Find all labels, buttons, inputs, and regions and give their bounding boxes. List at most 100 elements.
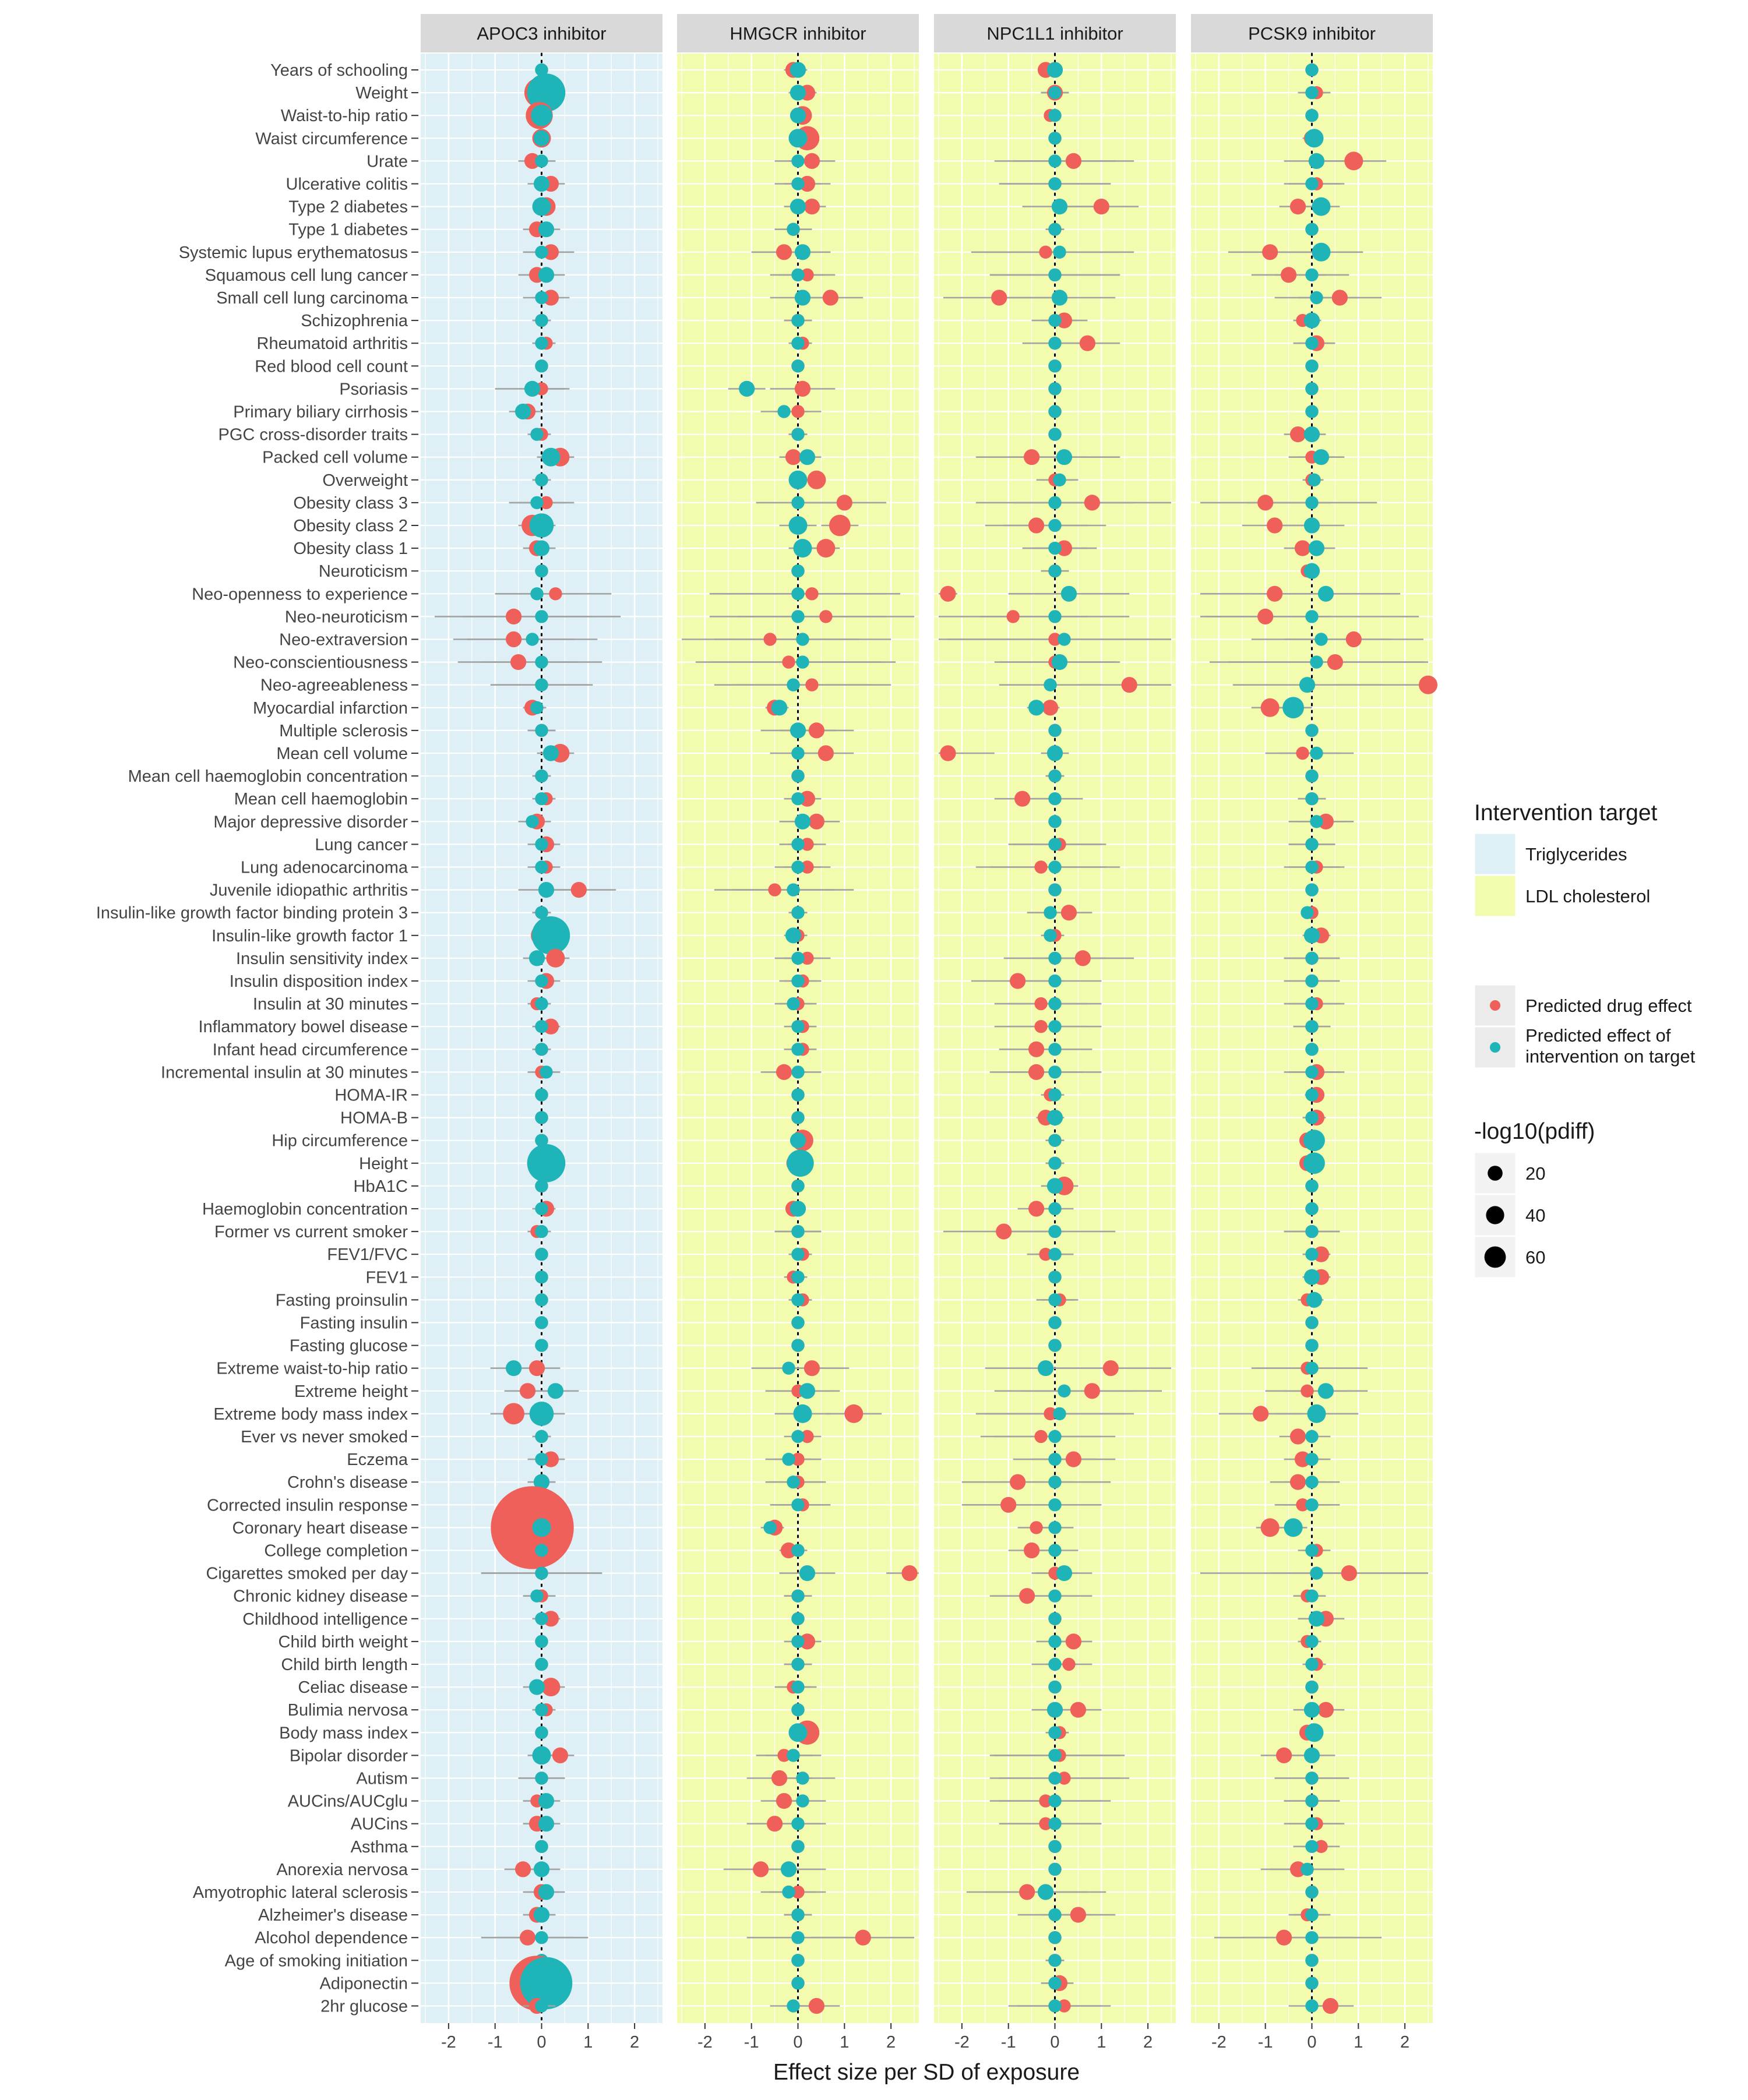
drug-effect-point [816,539,836,558]
target-effect-point [1308,153,1325,169]
target-effect-point [528,1679,545,1695]
target-effect-point [535,1726,548,1739]
y-tick-label: Weight [355,84,408,103]
target-effect-point [1307,1404,1326,1423]
drug-effect-point [1257,495,1274,511]
target-effect-point [1051,290,1068,306]
y-tick-label: Extreme waist-to-hip ratio [216,1360,408,1378]
target-effect-point [1048,1156,1062,1170]
x-tick-label: 0 [793,2033,802,2052]
target-effect-point [790,62,806,78]
target-effect-point [791,1270,805,1284]
y-tick-label: Neo-openness to experience [192,585,408,603]
drug-effect-point [1023,449,1040,465]
drug-effect-point [1084,495,1100,511]
drug-effect-point [549,587,562,601]
legend-size-marker [1488,1166,1503,1181]
target-effect-point [791,1977,805,1990]
drug-effect-point [506,631,522,648]
y-tick-label: Celiac disease [298,1678,408,1697]
target-effect-point [791,1224,805,1238]
target-effect-point [794,244,811,260]
drug-effect-point [805,587,819,601]
target-effect-point [532,197,551,216]
target-effect-point [791,564,805,578]
target-effect-point [1048,541,1062,555]
target-effect-point [1048,1544,1062,1557]
drug-effect-point [777,1749,791,1762]
target-effect-point [1282,697,1304,719]
x-tick-label: -1 [744,2033,759,2052]
target-effect-point [791,1657,805,1671]
drug-effect-point [1019,1884,1035,1900]
target-effect-point [791,1179,805,1193]
y-tick-label: Inflammatory bowel disease [199,1018,408,1036]
target-effect-point [1048,1521,1062,1534]
target-effect-point [791,1931,805,1944]
drug-effect-point [836,495,852,511]
target-effect-point [1056,449,1073,465]
y-tick-label: Body mass index [279,1724,408,1742]
target-effect-point [791,313,805,327]
target-effect-point [1048,1270,1062,1284]
target-effect-point [780,1861,797,1877]
y-tick-label: Extreme body mass index [213,1405,408,1424]
target-effect-point [532,1746,551,1765]
drug-effect-point [1030,1521,1043,1534]
drug-effect-point [803,199,820,215]
x-tick-label: -1 [1001,2033,1016,2052]
target-effect-point [1048,337,1062,350]
target-effect-point [1048,1293,1062,1307]
target-effect-point [791,610,805,623]
drug-effect-point [1294,1451,1311,1467]
drug-effect-point [1296,1498,1309,1512]
target-effect-point [1048,883,1062,897]
drug-effect-point [1313,1246,1330,1262]
drug-effect-point [1014,790,1031,807]
drug-effect-point [1034,1430,1048,1443]
drug-effect-point [940,745,956,761]
target-effect-point [791,1544,805,1557]
y-tick-label: Systemic lupus erythematosus [179,243,408,262]
target-effect-point [538,221,555,238]
drug-effect-point [542,244,559,260]
target-effect-point [791,792,805,806]
target-effect-point [799,1565,816,1582]
target-effect-point [791,496,805,510]
target-effect-point [1048,1635,1062,1649]
target-effect-point [535,1931,548,1944]
target-effect-point [535,564,548,578]
target-effect-point [535,1703,548,1717]
target-effect-point [1301,1862,1314,1876]
y-tick-label: FEV1/FVC [327,1245,408,1264]
target-effect-point [791,1635,805,1649]
target-effect-point [1048,1931,1062,1944]
target-effect-point [1305,177,1319,190]
target-effect-point [1048,109,1062,122]
drug-effect-point [542,290,559,306]
target-effect-point [1305,1020,1319,1033]
drug-effect-point [1010,1474,1026,1490]
legend-size-marker [1484,1246,1506,1268]
target-effect-point [1053,1407,1066,1421]
drug-effect-point [1079,335,1095,351]
drug-effect-point [801,1430,814,1443]
target-effect-point [530,701,544,715]
target-effect-point [1305,223,1319,236]
x-tick-label: -1 [1258,2033,1273,2052]
target-effect-point [790,107,806,123]
drug-effect-point [776,244,792,260]
facet-panel: NPC1L1 inhibitor -2 -1 0 1 2 [934,14,1176,2052]
target-effect-point [1048,1794,1062,1808]
y-tick-label: Ever vs never smoked [241,1428,408,1446]
target-effect-point [1305,1361,1319,1375]
drug-effect-point [541,1678,561,1697]
target-effect-point [1048,154,1062,168]
target-effect-point [530,428,544,441]
y-tick-label: Extreme height [294,1382,408,1401]
target-effect-point [535,1134,548,1147]
y-tick-label: HbA1C [354,1177,408,1196]
target-effect-point [1305,1771,1319,1785]
target-effect-point [790,1201,806,1217]
target-effect-point [788,129,808,148]
